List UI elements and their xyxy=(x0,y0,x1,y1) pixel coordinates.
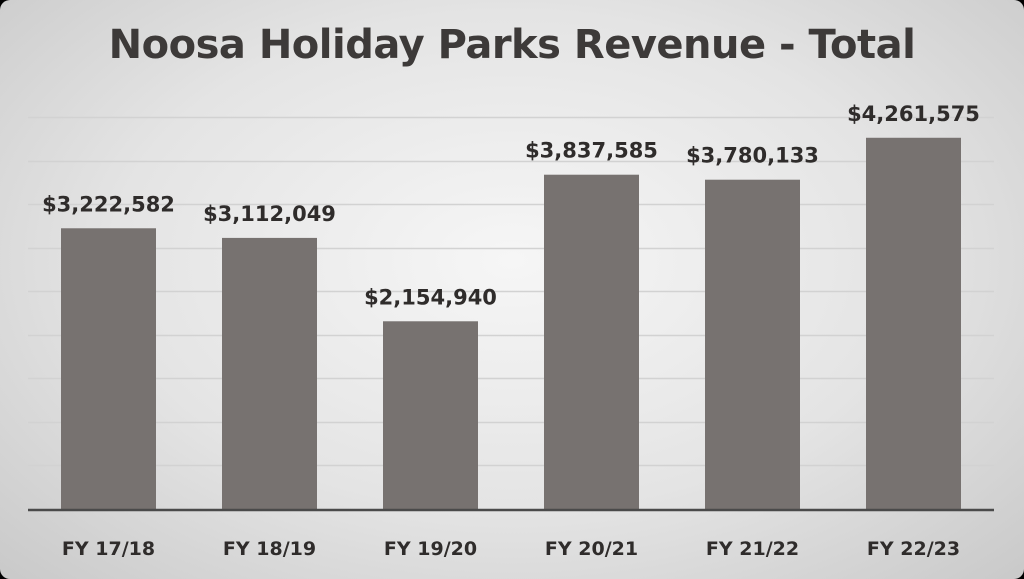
x-tick-label: FY 22/23 xyxy=(867,538,960,560)
bar xyxy=(383,321,478,509)
bar xyxy=(705,179,800,509)
data-label: $3,112,049 xyxy=(203,202,336,226)
data-label: $3,837,585 xyxy=(525,139,658,163)
bar xyxy=(544,174,639,509)
chart-title: Noosa Holiday Parks Revenue - Total xyxy=(108,22,916,68)
bar xyxy=(61,228,156,510)
x-tick-label: FY 19/20 xyxy=(384,538,477,560)
bar xyxy=(222,237,317,510)
data-label: $4,261,575 xyxy=(847,102,980,126)
data-label: $3,780,133 xyxy=(686,144,819,168)
x-tick-label: FY 21/22 xyxy=(706,538,799,560)
x-tick-label: FY 17/18 xyxy=(62,538,155,560)
x-tick-label: FY 20/21 xyxy=(545,538,638,560)
data-label: $3,222,582 xyxy=(42,192,175,216)
x-tick-label: FY 18/19 xyxy=(223,538,316,560)
data-label: $2,154,940 xyxy=(364,285,497,309)
bar xyxy=(866,137,961,509)
